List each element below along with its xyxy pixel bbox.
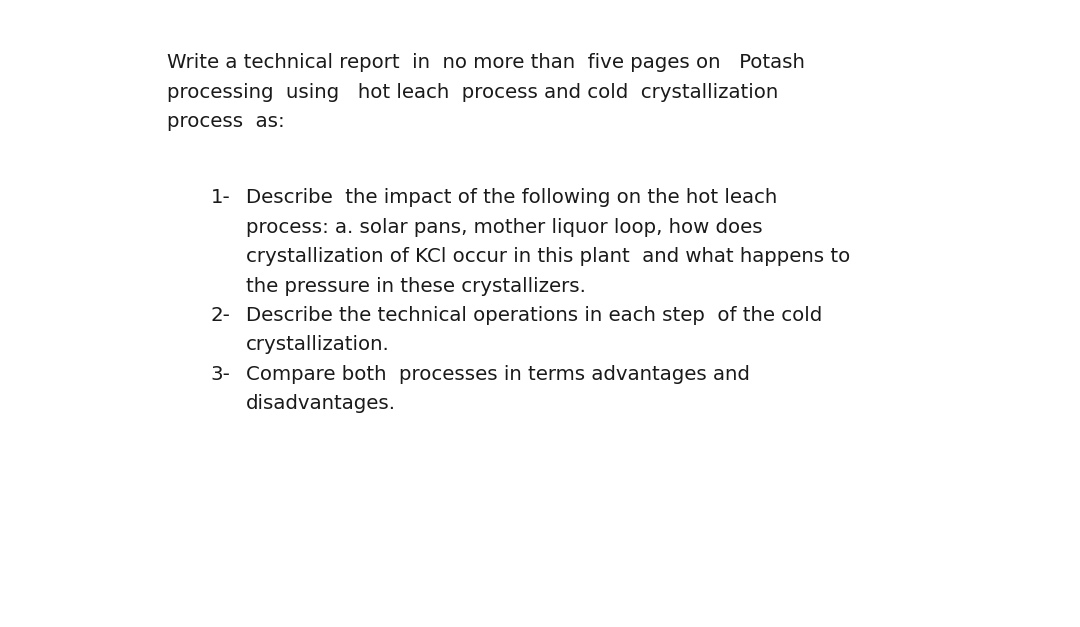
- Text: crystallization of KCl occur in this plant  and what happens to: crystallization of KCl occur in this pla…: [246, 247, 850, 266]
- Text: 2-: 2-: [211, 306, 230, 325]
- Text: crystallization.: crystallization.: [246, 335, 390, 354]
- Text: disadvantages.: disadvantages.: [246, 394, 396, 413]
- Text: the pressure in these crystallizers.: the pressure in these crystallizers.: [246, 277, 586, 295]
- Text: process: a. solar pans, mother liquor loop, how does: process: a. solar pans, mother liquor lo…: [246, 218, 762, 236]
- Text: 3-: 3-: [211, 365, 230, 384]
- Text: process  as:: process as:: [167, 112, 285, 131]
- Text: 1-: 1-: [211, 188, 230, 207]
- Text: Compare both  processes in terms advantages and: Compare both processes in terms advantag…: [246, 365, 751, 384]
- Text: processing  using   hot leach  process and cold  crystallization: processing using hot leach process and c…: [167, 83, 779, 102]
- Text: Write a technical report  in  no more than  five pages on   Potash: Write a technical report in no more than…: [167, 53, 806, 72]
- Text: Describe the technical operations in each step  of the cold: Describe the technical operations in eac…: [246, 306, 823, 325]
- Text: Describe  the impact of the following on the hot leach: Describe the impact of the following on …: [246, 188, 778, 207]
